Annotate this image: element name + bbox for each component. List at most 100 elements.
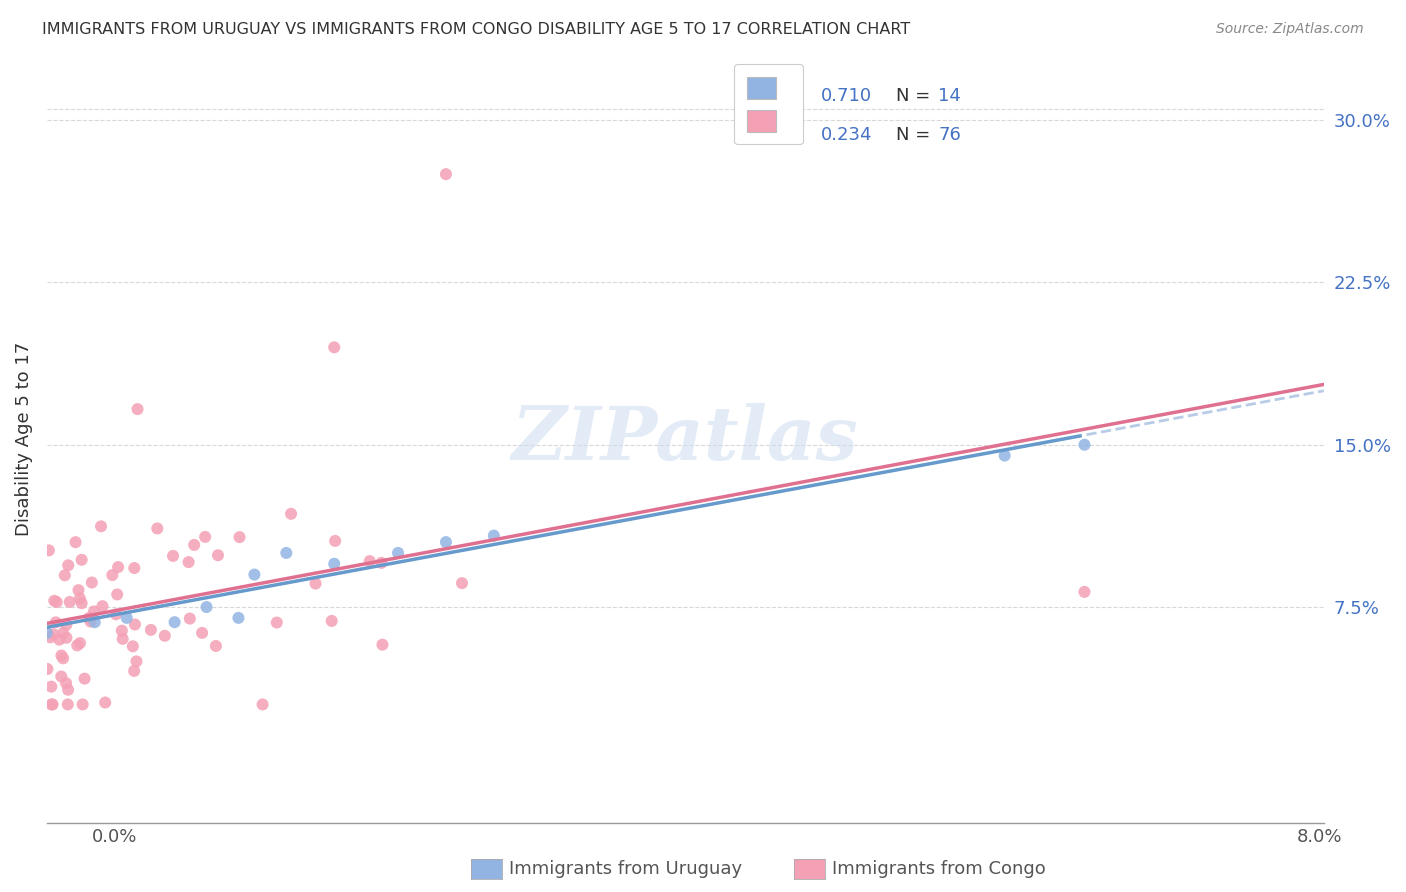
Point bbox=[276, 546, 298, 560]
Point bbox=[56, 698, 79, 712]
Point bbox=[79, 615, 101, 629]
Point bbox=[252, 698, 274, 712]
Text: N =: N = bbox=[896, 87, 936, 105]
Text: 0.234: 0.234 bbox=[821, 126, 872, 144]
Point bbox=[124, 561, 146, 575]
Point bbox=[39, 630, 62, 644]
Legend: , : , bbox=[734, 64, 803, 145]
Point bbox=[387, 546, 409, 560]
Y-axis label: Disability Age 5 to 17: Disability Age 5 to 17 bbox=[15, 343, 32, 536]
Point bbox=[58, 558, 80, 573]
Point bbox=[228, 530, 250, 544]
Point bbox=[124, 617, 146, 632]
Point bbox=[41, 680, 63, 694]
Point bbox=[228, 611, 250, 625]
Point bbox=[179, 611, 201, 625]
Point bbox=[52, 651, 75, 665]
Point bbox=[107, 560, 129, 574]
Point bbox=[51, 669, 73, 683]
Point bbox=[45, 595, 67, 609]
Point bbox=[153, 629, 176, 643]
Point bbox=[323, 340, 346, 354]
Point bbox=[163, 615, 186, 630]
Text: R =: R = bbox=[769, 126, 807, 144]
Text: 8.0%: 8.0% bbox=[1298, 828, 1343, 846]
Point bbox=[1073, 438, 1095, 452]
Point bbox=[280, 507, 302, 521]
Point bbox=[48, 632, 70, 647]
Point bbox=[1073, 585, 1095, 599]
Text: N =: N = bbox=[896, 126, 936, 144]
Point bbox=[122, 664, 145, 678]
Point bbox=[125, 654, 148, 668]
Point bbox=[323, 533, 346, 548]
Point bbox=[91, 599, 114, 614]
Point bbox=[194, 530, 217, 544]
Point bbox=[121, 640, 143, 654]
Text: IMMIGRANTS FROM URUGUAY VS IMMIGRANTS FROM CONGO DISABILITY AGE 5 TO 17 CORRELAT: IMMIGRANTS FROM URUGUAY VS IMMIGRANTS FR… bbox=[42, 22, 911, 37]
Point bbox=[127, 402, 149, 417]
Point bbox=[55, 631, 77, 645]
Point bbox=[162, 549, 184, 563]
Point bbox=[53, 568, 76, 582]
Point bbox=[51, 648, 73, 663]
Point bbox=[111, 624, 134, 638]
Point bbox=[105, 587, 128, 601]
Point bbox=[38, 543, 60, 558]
Point bbox=[70, 596, 93, 610]
Point bbox=[83, 604, 105, 618]
Point bbox=[304, 576, 326, 591]
Point bbox=[65, 535, 87, 549]
Point bbox=[35, 626, 58, 640]
Point bbox=[451, 576, 474, 591]
Point bbox=[207, 548, 229, 562]
Point bbox=[371, 638, 394, 652]
Point bbox=[105, 607, 128, 622]
Point bbox=[195, 600, 218, 615]
Point bbox=[37, 662, 59, 676]
Text: 0.710: 0.710 bbox=[821, 87, 872, 105]
Point bbox=[67, 583, 90, 598]
Point bbox=[994, 449, 1017, 463]
Point bbox=[482, 528, 505, 542]
Point bbox=[83, 615, 105, 630]
Point bbox=[139, 623, 162, 637]
Point bbox=[73, 672, 96, 686]
Point bbox=[183, 538, 205, 552]
Text: R =: R = bbox=[769, 87, 807, 105]
Text: Immigrants from Congo: Immigrants from Congo bbox=[832, 860, 1046, 878]
Point bbox=[434, 535, 457, 549]
Point bbox=[66, 639, 89, 653]
Point bbox=[70, 553, 93, 567]
Point bbox=[69, 591, 91, 606]
Text: Source: ZipAtlas.com: Source: ZipAtlas.com bbox=[1216, 22, 1364, 37]
Point bbox=[359, 554, 381, 568]
Point bbox=[72, 698, 94, 712]
Point bbox=[42, 627, 65, 641]
Point bbox=[80, 575, 103, 590]
Text: ZIPatlas: ZIPatlas bbox=[512, 403, 859, 475]
Text: 0.0%: 0.0% bbox=[91, 828, 136, 846]
Point bbox=[45, 615, 67, 630]
Point bbox=[41, 698, 63, 712]
Point bbox=[52, 626, 75, 640]
Point bbox=[59, 595, 82, 609]
Point bbox=[205, 639, 228, 653]
Point bbox=[266, 615, 288, 630]
Point bbox=[191, 626, 214, 640]
Point bbox=[101, 568, 124, 582]
Point bbox=[370, 556, 392, 570]
Point bbox=[90, 519, 112, 533]
Point bbox=[55, 617, 77, 632]
Point bbox=[111, 632, 134, 646]
Text: 14: 14 bbox=[938, 87, 962, 105]
Text: 76: 76 bbox=[938, 126, 962, 144]
Point bbox=[434, 167, 457, 181]
Point bbox=[115, 611, 138, 625]
Point bbox=[41, 698, 63, 712]
Point bbox=[69, 636, 91, 650]
Text: Immigrants from Uruguay: Immigrants from Uruguay bbox=[509, 860, 742, 878]
Point bbox=[177, 555, 200, 569]
Point bbox=[94, 696, 117, 710]
Point bbox=[146, 521, 169, 535]
